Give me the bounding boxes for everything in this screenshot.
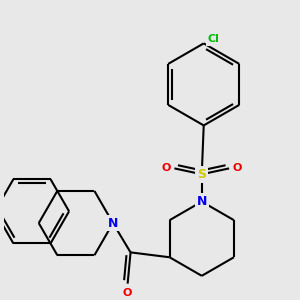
- Text: O: O: [162, 164, 171, 173]
- Text: O: O: [123, 288, 132, 298]
- Text: N: N: [196, 195, 207, 208]
- Text: S: S: [197, 168, 206, 181]
- Text: N: N: [108, 217, 118, 230]
- Text: Cl: Cl: [208, 34, 219, 44]
- Text: N: N: [108, 217, 118, 230]
- Text: N: N: [196, 195, 207, 208]
- Text: O: O: [232, 164, 242, 173]
